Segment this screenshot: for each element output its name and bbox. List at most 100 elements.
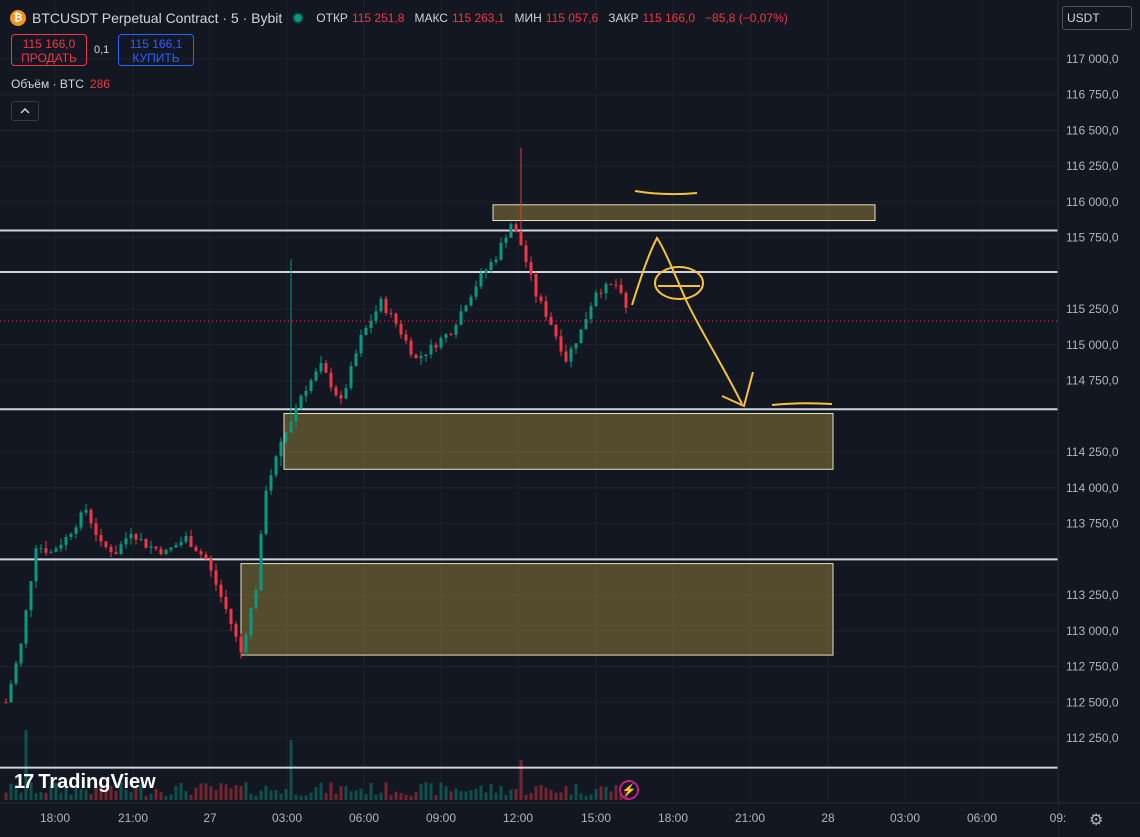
- time-tick-label: 15:00: [581, 811, 611, 825]
- candle-body: [154, 546, 158, 549]
- candle-body: [559, 336, 563, 352]
- volume-bar: [494, 792, 498, 800]
- price-tick-label: 115 000,0: [1066, 338, 1119, 352]
- candle-body: [504, 237, 508, 243]
- candle-body: [579, 329, 583, 344]
- symbol-title[interactable]: BTCUSDT Perpetual Contract · 5 · Bybit: [32, 10, 283, 26]
- volume-bar: [484, 792, 488, 800]
- volume-bar: [204, 783, 208, 800]
- volume-legend[interactable]: Объём · BTC 286: [11, 77, 110, 91]
- volume-bar: [349, 791, 353, 800]
- candle-body: [319, 363, 323, 372]
- collapse-legend-button[interactable]: [11, 101, 39, 121]
- sell-label: ПРОДАТЬ: [21, 51, 77, 65]
- volume-bar: [139, 784, 143, 800]
- volume-bar: [394, 791, 398, 800]
- candle-body: [359, 334, 363, 354]
- volume-bar: [64, 786, 68, 800]
- volume-bar: [594, 789, 598, 800]
- price-axis-bg: [1058, 0, 1140, 837]
- price-tick-label: 115 750,0: [1066, 231, 1119, 245]
- change-value: −85,8 (−0,07%): [705, 11, 788, 25]
- arrow-head: [721, 371, 754, 408]
- volume-bar: [214, 790, 218, 800]
- candle-body: [269, 475, 273, 491]
- candle-body: [419, 355, 423, 359]
- volume-bar: [379, 792, 383, 800]
- candle-body: [584, 319, 588, 330]
- volume-bar: [59, 792, 63, 800]
- candle-body: [149, 546, 153, 548]
- volume-bar: [374, 794, 378, 800]
- candle-body: [614, 284, 618, 286]
- candle-body: [364, 327, 368, 335]
- volume-bar: [9, 783, 13, 800]
- volume-bar: [184, 790, 188, 800]
- tradingview-logo-icon: 17: [14, 771, 34, 793]
- candle-body: [554, 324, 558, 337]
- price-tick-label: 114 750,0: [1066, 374, 1119, 388]
- candle-body: [324, 363, 328, 373]
- candle-body: [299, 395, 303, 408]
- candle-body: [619, 284, 623, 293]
- buy-button[interactable]: 115 166,1 КУПИТЬ: [118, 34, 194, 66]
- volume-bar: [449, 791, 453, 800]
- volume-bar: [439, 782, 443, 800]
- volume-bar: [144, 795, 148, 800]
- volume-bar: [534, 786, 538, 800]
- candle-body: [564, 351, 568, 362]
- currency-selector[interactable]: USDT: [1062, 6, 1132, 30]
- candle-body: [119, 544, 123, 555]
- volume-bar: [124, 789, 128, 800]
- volume-bar: [129, 792, 133, 800]
- low-value: 115 057,6: [545, 11, 599, 25]
- candle-body: [484, 269, 488, 273]
- volume-bar: [469, 790, 473, 800]
- candle-body: [234, 624, 238, 637]
- candle-body: [249, 607, 253, 635]
- candle-body: [389, 313, 393, 315]
- flash-icon[interactable]: ⚡: [619, 780, 639, 800]
- candlesticks: [4, 147, 628, 704]
- candle-body: [224, 596, 228, 609]
- price-tick-label: 116 750,0: [1066, 88, 1119, 102]
- volume-bar: [489, 783, 493, 800]
- volume-bar: [229, 788, 233, 800]
- candle-body: [549, 316, 553, 325]
- high-label: МАКС: [414, 11, 448, 25]
- price-axis: 117 000,0 116 750,0 116 500,0 116 250,0 116 …: [1057, 0, 1140, 837]
- volume-bar: [464, 791, 468, 800]
- price-tick-label: 112 750,0: [1066, 660, 1119, 674]
- open-value: 115 251,8: [351, 11, 405, 25]
- candle-body: [354, 353, 358, 366]
- candle-body: [69, 533, 73, 537]
- volume-bar: [549, 789, 553, 800]
- volume-bar: [84, 789, 88, 800]
- gear-icon[interactable]: ⚙: [1089, 812, 1104, 829]
- volume-bar: [304, 795, 308, 800]
- price-tick-label: 112 500,0: [1066, 695, 1119, 709]
- volume-bar: [539, 784, 543, 800]
- candle-body: [329, 372, 333, 388]
- candle-body: [124, 538, 128, 545]
- candle-body: [589, 306, 593, 320]
- buy-price: 115 166,1: [129, 37, 183, 51]
- open-label: ОТКР: [316, 11, 348, 25]
- price-tick-label: 113 750,0: [1066, 517, 1119, 531]
- candle-body: [379, 298, 383, 312]
- candle-body: [344, 387, 348, 399]
- time-tick-label: 09:00: [426, 811, 456, 825]
- candle-body: [199, 551, 203, 555]
- time-tick-label: 12:00: [503, 811, 533, 825]
- volume-bar: [344, 786, 348, 800]
- volume-bar: [249, 793, 253, 800]
- volume-bar: [154, 789, 158, 800]
- sell-button[interactable]: 115 166,0 ПРОДАТЬ: [11, 34, 87, 66]
- candle-body: [189, 536, 193, 547]
- candle-body: [9, 683, 13, 703]
- time-axis-bg: [0, 803, 1058, 837]
- candle-body: [609, 283, 613, 285]
- candle-body: [54, 548, 58, 552]
- volume-bar: [369, 783, 373, 800]
